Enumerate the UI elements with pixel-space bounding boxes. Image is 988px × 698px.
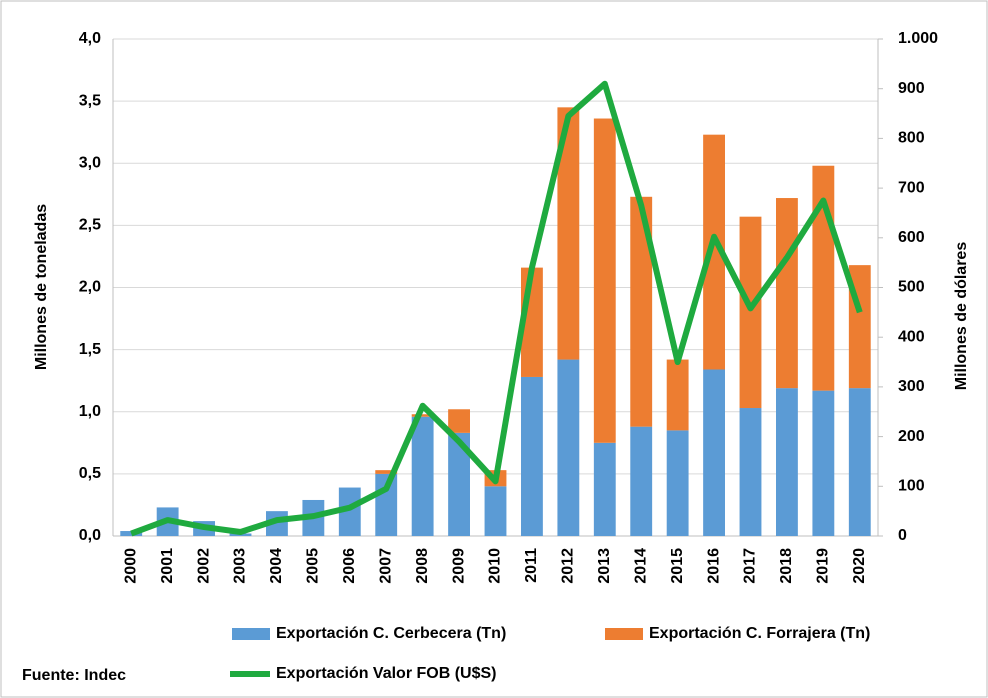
y-tick-label: 4,0 [79,30,101,47]
bar [776,388,798,536]
x-tick-label: 2013 [596,548,613,584]
y2-tick-label: 100 [898,478,925,495]
x-tick-label: 2016 [705,548,722,584]
bar [666,359,689,431]
bar [411,414,434,417]
y-tick-label: 0,5 [79,465,101,482]
y2-tick-label: 500 [898,279,925,296]
bar [776,198,798,389]
x-tick-label: 2001 [159,548,176,584]
x-tick-label: 2005 [305,548,322,584]
y2-tick-label: 300 [898,378,925,395]
bar [593,442,616,536]
source-note: Fuente: Indec [22,667,126,684]
line-series [130,80,863,537]
y2-tick-label: 0 [898,527,907,544]
y-tick-label: 0,0 [79,527,101,544]
y-tick-label: 3,5 [79,92,101,109]
bar [557,107,580,360]
x-tick-label: 2012 [560,548,577,584]
x-tick-label: 2019 [815,548,832,584]
bar [630,196,653,427]
bar [593,118,616,443]
x-tick-label: 2015 [669,548,686,584]
x-tick-label: 2009 [450,548,467,584]
bar [703,369,725,536]
y2-tick-label: 600 [898,229,925,246]
x-tick-label: 2006 [341,548,358,584]
bar [557,359,580,536]
y-tick-label: 1,5 [79,341,101,358]
bar [848,388,871,536]
bar [812,390,835,536]
x-tick-label: 2002 [195,548,212,584]
bar [739,408,762,536]
x-tick-label: 2014 [632,548,649,584]
x-tick-label: 2007 [377,548,394,584]
bar [448,409,470,433]
x-tick-label: 2018 [778,548,795,584]
legend-label: Exportación C. Forrajera (Tn) [649,625,870,642]
y2-tick-label: 400 [898,328,925,345]
bar [338,487,361,536]
y-tick-label: 3,0 [79,154,101,171]
bar [739,216,762,409]
x-tick-label: 2020 [851,548,868,584]
y-tick-label: 2,0 [79,279,101,296]
x-tick-label: 2010 [487,548,504,584]
y2-tick-label: 200 [898,428,925,445]
legend-label: Exportación C. Cerbecera (Tn) [276,625,506,642]
y2-tick-label: 800 [898,130,925,147]
x-tick-label: 2000 [122,548,139,584]
x-tick-label: 2008 [414,548,431,584]
x-tick-label: 2017 [742,548,759,584]
y-axis-title: Millones de toneladas [33,204,50,370]
x-tick-label: 2004 [268,548,285,584]
y2-tick-label: 700 [898,179,925,196]
y2-axis-title: Millones de dólares [953,242,970,391]
legend-swatch [232,628,270,640]
x-tick-label: 2003 [232,548,249,584]
bar [666,430,689,536]
bar [375,470,398,474]
y-tick-label: 1,0 [79,403,101,420]
bar [521,376,543,536]
y-tick-label: 2,5 [79,217,101,234]
bar [484,486,507,536]
bar [411,416,434,536]
bar [630,426,653,536]
legend-label: Exportación Valor FOB (U$S) [276,665,496,682]
legend-swatch [605,628,643,640]
x-tick-label: 2011 [523,548,540,583]
y2-tick-label: 1.000 [898,30,938,47]
bar [448,432,470,536]
y2-tick-label: 900 [898,80,925,97]
bar [703,134,725,370]
